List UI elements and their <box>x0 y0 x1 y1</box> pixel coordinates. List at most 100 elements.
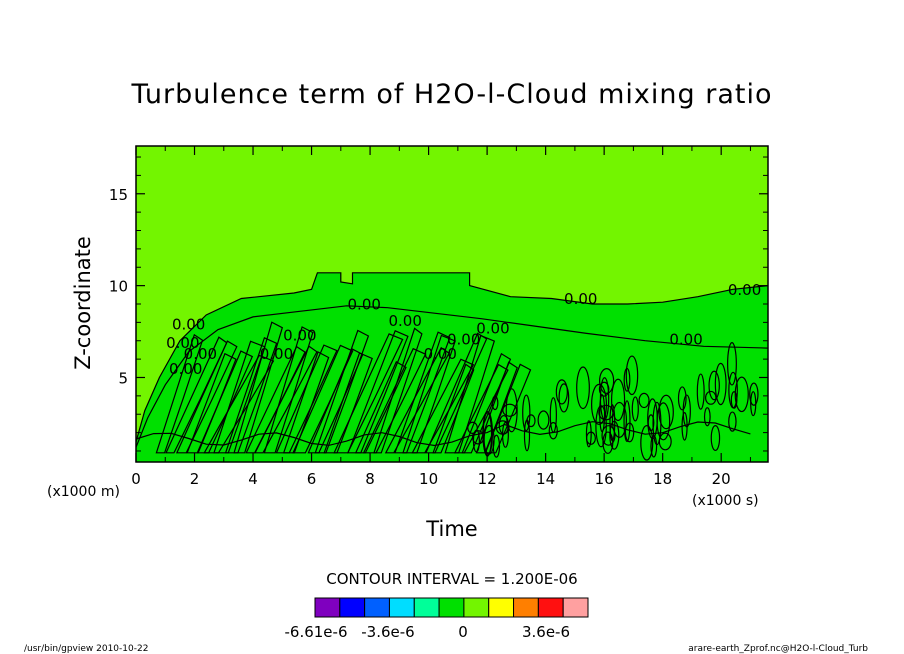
contour-label: 0.00 <box>447 330 480 348</box>
contour-line-cell <box>609 420 620 450</box>
colorbar-swatch <box>364 597 390 618</box>
contour-line-cell <box>708 370 720 401</box>
colorbar <box>314 597 589 618</box>
x-tick-label: 2 <box>190 470 200 488</box>
contour-line-cell <box>728 371 738 409</box>
contour-line-streak <box>254 345 318 454</box>
x-tick-label: 8 <box>365 470 375 488</box>
contour-labels: 0.00 0.000.000.000.00 0.000.000.000.000.00… <box>166 281 761 378</box>
contour-line-cell <box>705 390 717 405</box>
contour-line-cell <box>703 407 711 427</box>
contour-line-cell <box>624 422 635 443</box>
x-tick-label: 6 <box>307 470 317 488</box>
contour-line-cell <box>576 366 590 410</box>
contour-line-cell <box>491 395 499 411</box>
contour-line-cell <box>714 362 727 406</box>
contour-line-cell <box>652 401 662 446</box>
colorbar-swatch <box>314 597 341 618</box>
contour-line-streak <box>292 344 354 454</box>
contour-line-cell <box>472 429 480 453</box>
contour-line-cell <box>558 383 570 413</box>
x-tick-label: 12 <box>478 470 497 488</box>
contour-line-cell <box>640 425 654 461</box>
colorbar-tick-label: -6.61e-6 <box>285 623 348 641</box>
contour-line-cell <box>623 367 631 392</box>
x-tick-label: 14 <box>536 470 555 488</box>
y-axis-unit: (x1000 m) <box>47 484 120 500</box>
contour-label: 0.00 <box>728 281 761 299</box>
contour-line-cell <box>492 434 501 458</box>
x-tick-label: 16 <box>595 470 614 488</box>
contour-interval: CONTOUR INTERVAL = 1.200E-06 <box>326 570 577 588</box>
contour-line-cell <box>658 394 674 430</box>
contour-line-cell <box>601 425 616 446</box>
colorbar-tick-labels: -6.61e-6 -3.6e-6 0 3.6e-6 <box>285 623 571 641</box>
contour-line-streak <box>263 326 314 454</box>
colorbar-swatch <box>438 597 465 618</box>
contour-line-streak <box>411 358 475 454</box>
colorbar-swatch <box>562 597 589 618</box>
contour-line-streak <box>461 352 512 454</box>
y-tick-label: 10 <box>109 278 128 296</box>
colorbar-swatch <box>513 597 539 618</box>
contour-line-cell <box>647 398 658 440</box>
contour-line-cell <box>599 394 606 433</box>
chart-title: Turbulence term of H2O-l-Cloud mixing ra… <box>131 79 773 110</box>
contour-line-cell <box>749 382 759 406</box>
contour-line-cell <box>505 388 518 433</box>
x-tick-label: 10 <box>419 470 438 488</box>
contour-line-cell <box>526 414 536 428</box>
colorbar-swatch <box>339 597 366 618</box>
contour-line-inner <box>135 305 769 448</box>
contour-line-cell <box>555 379 568 405</box>
contour-line-streak <box>233 321 284 454</box>
contour-line-cell <box>728 411 737 432</box>
contour-label: 0.00 <box>388 312 421 330</box>
x-tick-label: 0 <box>131 470 141 488</box>
contour-line-cell <box>623 400 631 443</box>
x-tick-label: 18 <box>653 470 672 488</box>
footer-right: arare-earth_Zprof.nc@H2O-l-Cloud_Turb <box>688 644 868 654</box>
contour-line-cell <box>501 421 509 448</box>
contour-label: 0.00 <box>184 345 217 363</box>
x-tick-label: 4 <box>248 470 258 488</box>
contour-label: 0.00 <box>169 360 202 378</box>
colorbar-swatch <box>537 597 564 618</box>
contour-line-cell <box>638 392 650 409</box>
contour-label: 0.00 <box>283 327 316 345</box>
y-axis-label: Z-coordinate <box>71 236 95 370</box>
contour-line-cell <box>599 368 615 394</box>
contour-line-streak <box>155 333 204 454</box>
x-axis-label: Time <box>425 517 477 541</box>
contour-line-cell <box>696 373 705 410</box>
contour-line-cell <box>598 381 610 397</box>
colorbar-swatch <box>488 597 515 618</box>
colorbar-swatch <box>463 597 490 618</box>
contour-line-cell <box>677 386 687 411</box>
contour-line-outer <box>135 272 769 442</box>
contour-line-cell <box>625 355 639 396</box>
contour-label: 0.00 <box>348 296 381 314</box>
footer-left: /usr/bin/gpview 2010-10-22 <box>24 644 148 654</box>
contour-line-cell <box>585 420 592 448</box>
colorbar-tick-label: 3.6e-6 <box>522 623 570 641</box>
x-tick-label: 20 <box>712 470 731 488</box>
colorbar-swatch <box>413 597 440 618</box>
colorbar-swatch <box>388 597 415 618</box>
contour-label: 0.00 <box>172 316 205 334</box>
contour-line-cell <box>591 383 608 425</box>
x-axis-unit: (x1000 s) <box>692 493 759 509</box>
y-tick-label: 15 <box>109 186 128 204</box>
contour-lines <box>135 272 769 461</box>
y-tick-label: 5 <box>118 369 128 387</box>
x-axis-ticks: 0 2 4 6 8 10 12 14 16 18 20 <box>131 146 751 488</box>
colorbar-tick-label: 0 <box>458 623 468 641</box>
contour-line-cell <box>548 421 558 440</box>
contour-label: 0.00 <box>424 345 457 363</box>
y-axis-ticks: 5 10 15 <box>109 156 768 452</box>
contour-line-cell <box>610 378 626 422</box>
contour-line-cell <box>631 396 639 422</box>
contour-line-streak <box>373 327 423 454</box>
contour-line-low <box>135 421 751 447</box>
